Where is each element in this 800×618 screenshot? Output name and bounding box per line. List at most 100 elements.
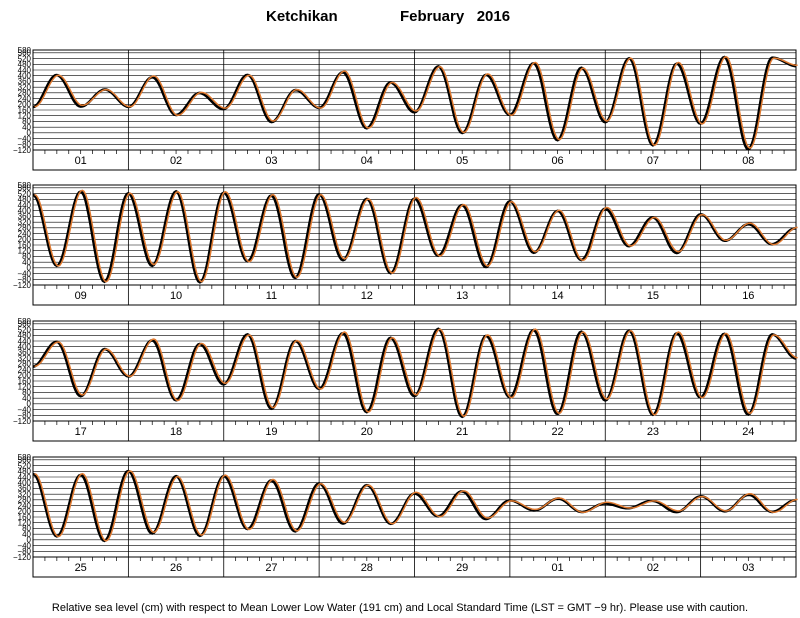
panel-frame <box>32 49 797 171</box>
panel-2: −120−80−40040801201602002402803203604004… <box>13 181 798 306</box>
y-tick-label: 320 <box>18 354 32 363</box>
day-label: 06 <box>551 155 563 167</box>
y-tick-label: 560 <box>18 184 32 193</box>
y-tick-label: 200 <box>18 100 32 109</box>
y-tick-label: 480 <box>18 195 32 204</box>
y-tick-label: 240 <box>18 94 32 103</box>
y-tick-label: −40 <box>17 541 31 550</box>
y-tick-label: 360 <box>18 212 32 221</box>
y-tick-label: 360 <box>18 77 32 86</box>
y-tick-label: 40 <box>22 258 31 267</box>
predicted-series <box>34 55 798 149</box>
day-label: 25 <box>75 562 87 574</box>
y-tick-label: 580 <box>18 453 32 462</box>
day-label: 02 <box>647 562 659 574</box>
y-tick-label: 120 <box>18 112 32 121</box>
panel-frame <box>32 184 797 306</box>
y-tick-label: 160 <box>18 513 32 522</box>
y-tick-label: 40 <box>22 530 31 539</box>
y-tick-label: 120 <box>18 519 32 528</box>
y-tick-label: 440 <box>18 473 32 482</box>
y-tick-label: 400 <box>18 343 32 352</box>
day-label: 01 <box>551 562 563 574</box>
y-tick-label: 200 <box>18 235 32 244</box>
y-tick-label: 0 <box>27 400 32 409</box>
y-tick-label: 580 <box>18 181 32 190</box>
day-label: 29 <box>456 562 468 574</box>
day-label: 18 <box>170 426 182 438</box>
y-tick-label: −80 <box>17 411 31 420</box>
y-tick-label: −120 <box>13 417 32 426</box>
day-label: 16 <box>742 290 754 302</box>
y-tick-label: 240 <box>18 365 32 374</box>
day-label: 08 <box>742 155 754 167</box>
y-tick-label: 200 <box>18 371 32 380</box>
predicted-series <box>34 328 798 418</box>
day-label: 27 <box>265 562 277 574</box>
y-tick-label: 360 <box>18 484 32 493</box>
y-tick-label: 320 <box>18 83 32 92</box>
y-tick-label: −40 <box>17 134 31 143</box>
day-label: 03 <box>265 155 277 167</box>
day-label: 11 <box>266 290 277 302</box>
day-label: 04 <box>361 155 373 167</box>
day-label: 12 <box>361 290 373 302</box>
y-tick-label: −40 <box>17 405 31 414</box>
y-tick-label: 320 <box>18 218 32 227</box>
predicted-series <box>34 470 798 542</box>
day-label: 10 <box>170 290 182 302</box>
y-tick-label: 320 <box>18 490 32 499</box>
panel-frame <box>32 320 797 442</box>
panel-1: −120−80−40040801201602002402803203604004… <box>13 46 798 171</box>
y-tick-label: −80 <box>17 275 31 284</box>
panel-4: −120−80−40040801201602002402803203604004… <box>13 453 798 578</box>
y-tick-label: 120 <box>18 247 32 256</box>
y-tick-label: 520 <box>18 54 32 63</box>
y-tick-label: 80 <box>22 388 31 397</box>
y-tick-label: 40 <box>22 394 31 403</box>
y-tick-label: 160 <box>18 241 32 250</box>
day-label: 01 <box>75 155 87 167</box>
y-tick-label: 440 <box>18 66 32 75</box>
day-label: 20 <box>361 426 373 438</box>
day-label: 13 <box>456 290 468 302</box>
y-tick-label: 400 <box>18 479 32 488</box>
y-tick-label: 40 <box>22 123 31 132</box>
y-tick-label: −80 <box>17 140 31 149</box>
y-tick-label: 80 <box>22 524 31 533</box>
y-tick-label: 80 <box>22 117 31 126</box>
y-tick-label: 0 <box>27 264 32 273</box>
y-tick-label: 480 <box>18 331 32 340</box>
day-label: 26 <box>170 562 182 574</box>
y-tick-label: −120 <box>13 281 32 290</box>
day-label: 28 <box>361 562 373 574</box>
day-label: 23 <box>647 426 659 438</box>
observed-series <box>32 327 797 419</box>
y-tick-label: 280 <box>18 89 32 98</box>
y-tick-label: 520 <box>18 461 32 470</box>
y-tick-label: 560 <box>18 456 32 465</box>
y-tick-label: 0 <box>27 129 32 138</box>
y-tick-label: −40 <box>17 269 31 278</box>
y-tick-label: 480 <box>18 467 32 476</box>
y-tick-label: 0 <box>27 536 32 545</box>
y-tick-label: −80 <box>17 547 31 556</box>
y-tick-label: −120 <box>13 146 32 155</box>
y-tick-label: 280 <box>18 224 32 233</box>
y-tick-label: 480 <box>18 60 32 69</box>
y-tick-label: 560 <box>18 49 32 58</box>
day-label: 14 <box>551 290 563 302</box>
y-tick-label: 120 <box>18 383 32 392</box>
panels-group: −120−80−40040801201602002402803203604004… <box>13 46 798 578</box>
y-tick-label: 400 <box>18 72 32 81</box>
predicted-series <box>34 189 798 283</box>
y-tick-label: 80 <box>22 252 31 261</box>
day-label: 09 <box>75 290 87 302</box>
y-tick-label: 360 <box>18 348 32 357</box>
y-tick-label: 280 <box>18 360 32 369</box>
day-label: 21 <box>456 426 468 438</box>
chart-title-station: Ketchikan <box>266 8 338 25</box>
y-tick-label: 520 <box>18 189 32 198</box>
y-tick-label: 440 <box>18 201 32 210</box>
day-label: 05 <box>456 155 468 167</box>
